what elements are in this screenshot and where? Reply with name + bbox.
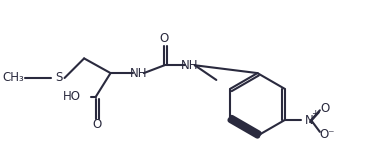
Text: NH: NH xyxy=(181,59,199,72)
Text: +: + xyxy=(311,109,319,118)
Text: O: O xyxy=(320,102,329,115)
Text: CH₃: CH₃ xyxy=(3,71,24,84)
Text: O: O xyxy=(160,32,169,45)
Text: HO: HO xyxy=(63,90,81,103)
Text: O⁻: O⁻ xyxy=(319,128,334,141)
Text: N: N xyxy=(305,114,313,127)
Text: O: O xyxy=(92,119,101,131)
Text: NH: NH xyxy=(130,67,148,80)
Text: S: S xyxy=(55,71,62,84)
